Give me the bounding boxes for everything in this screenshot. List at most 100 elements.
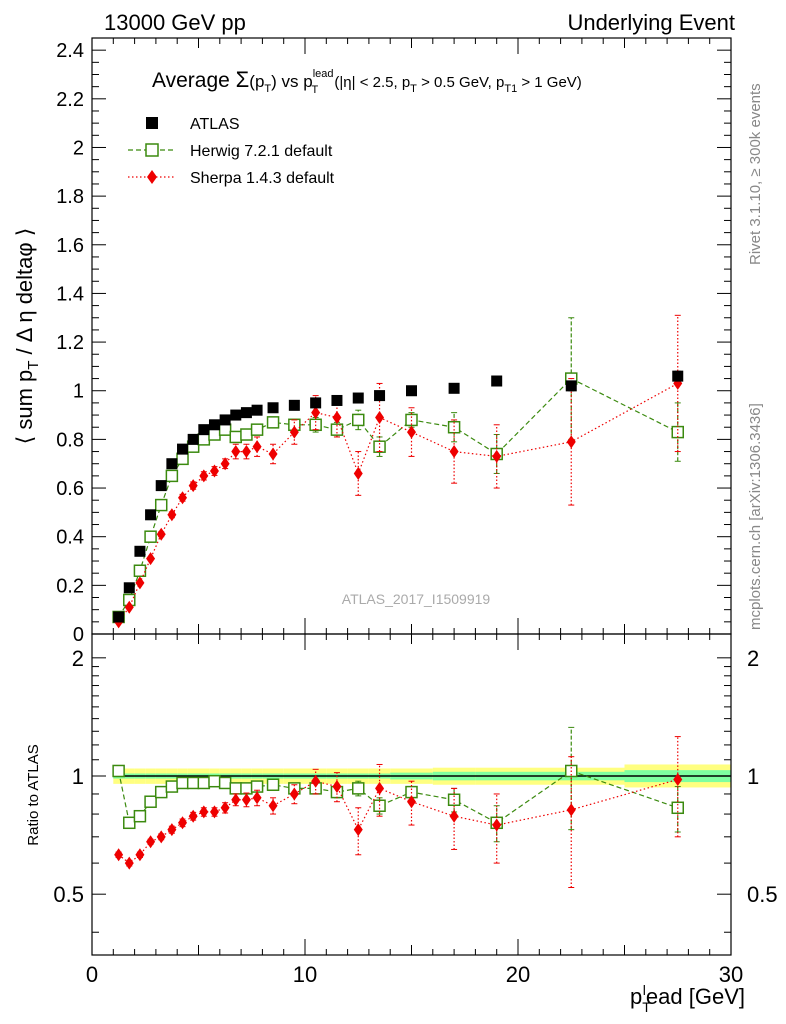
main-data-layer bbox=[112, 314, 684, 629]
herwig-point bbox=[133, 809, 147, 823]
atlas-point bbox=[240, 407, 252, 419]
ratio-y-tick-label: 2 bbox=[72, 646, 84, 671]
legend-label-herwig: Herwig 7.2.1 default bbox=[190, 143, 333, 160]
ratio-y-axis-label: Ratio to ATLAS bbox=[25, 744, 42, 845]
atlas-point bbox=[374, 390, 386, 402]
sherpa-point bbox=[449, 445, 459, 459]
main-y-tick-label: 0.8 bbox=[56, 429, 84, 451]
sherpa-point bbox=[407, 795, 416, 809]
herwig-point bbox=[176, 776, 189, 790]
herwig-point bbox=[352, 782, 365, 795]
sherpa-point bbox=[375, 410, 385, 424]
herwig-point bbox=[165, 780, 179, 793]
sherpa-point bbox=[199, 805, 209, 819]
sherpa-point bbox=[167, 508, 177, 522]
main-y-tick-label: 1.2 bbox=[56, 332, 84, 354]
sherpa-point bbox=[449, 809, 459, 823]
main-y-axis: 0 0.2 0.4 0.6 0.8 1 1.2 1.4 1.6 1.8 2 2.2 2.4 bbox=[56, 37, 731, 646]
herwig-point bbox=[144, 795, 157, 808]
x-axis: 0 10 20 30 bbox=[86, 38, 743, 987]
herwig-point bbox=[266, 416, 280, 429]
atlas-point bbox=[145, 509, 157, 521]
atlas-point bbox=[123, 582, 135, 594]
herwig-point bbox=[250, 423, 264, 436]
atlas-point bbox=[187, 433, 199, 445]
herwig-point bbox=[112, 764, 125, 778]
legend: ATLAS Herwig 7.2.1 default Sherpa 1.4.3 … bbox=[128, 116, 335, 187]
sherpa-point bbox=[135, 576, 145, 590]
herwig-point bbox=[197, 776, 211, 790]
sherpa-series-line bbox=[118, 778, 678, 864]
sherpa-point bbox=[268, 799, 278, 813]
sherpa-point bbox=[289, 425, 299, 439]
sherpa-point bbox=[114, 848, 124, 862]
sherpa-point bbox=[332, 780, 342, 794]
herwig-point bbox=[133, 564, 147, 578]
sherpa-point bbox=[156, 527, 166, 541]
atlas-point bbox=[672, 370, 684, 382]
main-y-tick-label: 0 bbox=[73, 624, 84, 646]
atlas-point bbox=[113, 611, 125, 623]
herwig-point bbox=[123, 816, 136, 830]
herwig-point bbox=[229, 430, 243, 444]
main-y-axis-label: ⟨ sum pT / Δ η deltaφ ⟩ bbox=[12, 228, 42, 445]
sherpa-point bbox=[353, 466, 363, 480]
herwig-point bbox=[352, 413, 365, 427]
sherpa-series-line bbox=[118, 382, 679, 623]
sherpa-point bbox=[241, 445, 251, 459]
herwig-point bbox=[240, 428, 253, 441]
atlas-point bbox=[155, 480, 167, 492]
x-axis-label: pTlead [GeV] bbox=[630, 982, 745, 1015]
herwig-point bbox=[218, 776, 232, 790]
atlas-point bbox=[331, 394, 343, 406]
sherpa-point bbox=[311, 406, 321, 420]
herwig-point bbox=[208, 774, 221, 788]
herwig-point bbox=[165, 469, 179, 483]
main-panel-frame bbox=[91, 37, 732, 635]
sherpa-point bbox=[407, 425, 416, 439]
ratio-y-axis: 0.5 0.5 1 1 2 2 bbox=[53, 646, 778, 933]
atlas-point bbox=[251, 404, 263, 416]
sherpa-point bbox=[146, 552, 156, 566]
atlas-point bbox=[208, 419, 220, 431]
sherpa-point bbox=[268, 447, 278, 461]
legend-marker-sherpa bbox=[147, 170, 157, 184]
legend-marker-herwig bbox=[145, 143, 159, 157]
sherpa-point bbox=[311, 774, 321, 788]
atlas-point bbox=[288, 399, 300, 411]
sherpa-point bbox=[231, 445, 241, 459]
sherpa-point bbox=[566, 803, 576, 817]
atlas-point bbox=[565, 380, 577, 392]
legend-marker-atlas bbox=[146, 117, 158, 129]
atlas-point bbox=[406, 385, 417, 397]
sherpa-point bbox=[199, 469, 209, 483]
legend-label-sherpa: Sherpa 1.4.3 default bbox=[190, 170, 335, 187]
main-y-tick-label: 0.2 bbox=[56, 575, 84, 597]
sherpa-point bbox=[156, 830, 166, 844]
sherpa-point bbox=[124, 856, 134, 870]
x-tick-label: 30 bbox=[719, 962, 743, 987]
sherpa-point bbox=[188, 809, 198, 823]
main-y-tick-label: 0.6 bbox=[56, 478, 84, 500]
sherpa-point bbox=[375, 781, 385, 795]
ratio-data-layer bbox=[112, 726, 684, 889]
herwig-point bbox=[208, 428, 221, 441]
sherpa-point bbox=[178, 816, 188, 830]
mcplots-label: mcplots.cern.ch [arXiv:1306.3436] bbox=[747, 403, 764, 630]
sherpa-point bbox=[252, 791, 262, 805]
main-y-tick-label: 1 bbox=[73, 381, 84, 403]
atlas-point bbox=[352, 392, 364, 404]
main-y-tick-label: 2.4 bbox=[56, 40, 84, 62]
sherpa-point bbox=[241, 793, 251, 807]
main-y-tick-label: 0.4 bbox=[56, 527, 84, 549]
sherpa-point bbox=[289, 787, 299, 801]
herwig-point bbox=[144, 530, 157, 543]
herwig-point bbox=[176, 452, 189, 466]
ratio-y-tick-label: 0.5 bbox=[53, 882, 84, 907]
main-y-tick-label: 1.4 bbox=[56, 283, 84, 305]
atlas-point bbox=[230, 409, 242, 421]
ratio-y-tick-label-right: 0.5 bbox=[747, 882, 778, 907]
atlas-point bbox=[310, 397, 322, 409]
atlas-point bbox=[198, 424, 210, 436]
